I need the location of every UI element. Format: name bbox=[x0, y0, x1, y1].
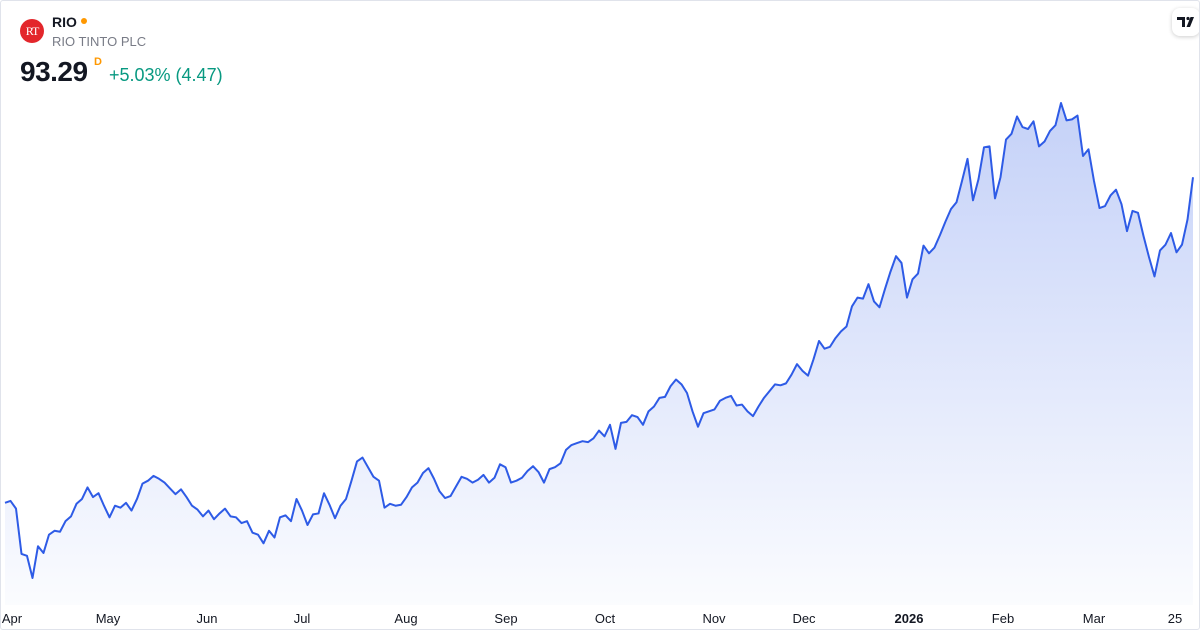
logo: RT bbox=[20, 19, 44, 43]
tv-icon bbox=[1177, 16, 1194, 27]
x-tick-label: Nov bbox=[702, 611, 726, 626]
status-dot bbox=[81, 18, 87, 24]
price: 93.29 bbox=[20, 56, 88, 87]
x-tick-label: May bbox=[96, 611, 121, 626]
area-fill bbox=[5, 103, 1193, 605]
x-tick-label: Sep bbox=[494, 611, 517, 626]
x-tick-label: Dec bbox=[792, 611, 816, 626]
x-tick-label: Aug bbox=[394, 611, 417, 626]
x-tick-label: Feb bbox=[992, 611, 1014, 626]
x-tick-label: 25 bbox=[1168, 611, 1182, 626]
symbol[interactable]: RIO bbox=[52, 14, 77, 30]
x-tick-label: Apr bbox=[2, 611, 23, 626]
x-tick-label: 2026 bbox=[895, 611, 924, 626]
currency-flag: D bbox=[94, 56, 102, 68]
tradingview-logo[interactable] bbox=[1172, 8, 1199, 36]
x-tick-label: Oct bbox=[595, 611, 616, 626]
x-tick-label: Jul bbox=[294, 611, 311, 626]
company-name: RIO TINTO PLC bbox=[52, 34, 147, 49]
x-tick-label: Mar bbox=[1083, 611, 1106, 626]
price-change: +5.03% (4.47) bbox=[109, 65, 223, 85]
price-line bbox=[4, 102, 1194, 579]
x-tick-label: Jun bbox=[197, 611, 218, 626]
